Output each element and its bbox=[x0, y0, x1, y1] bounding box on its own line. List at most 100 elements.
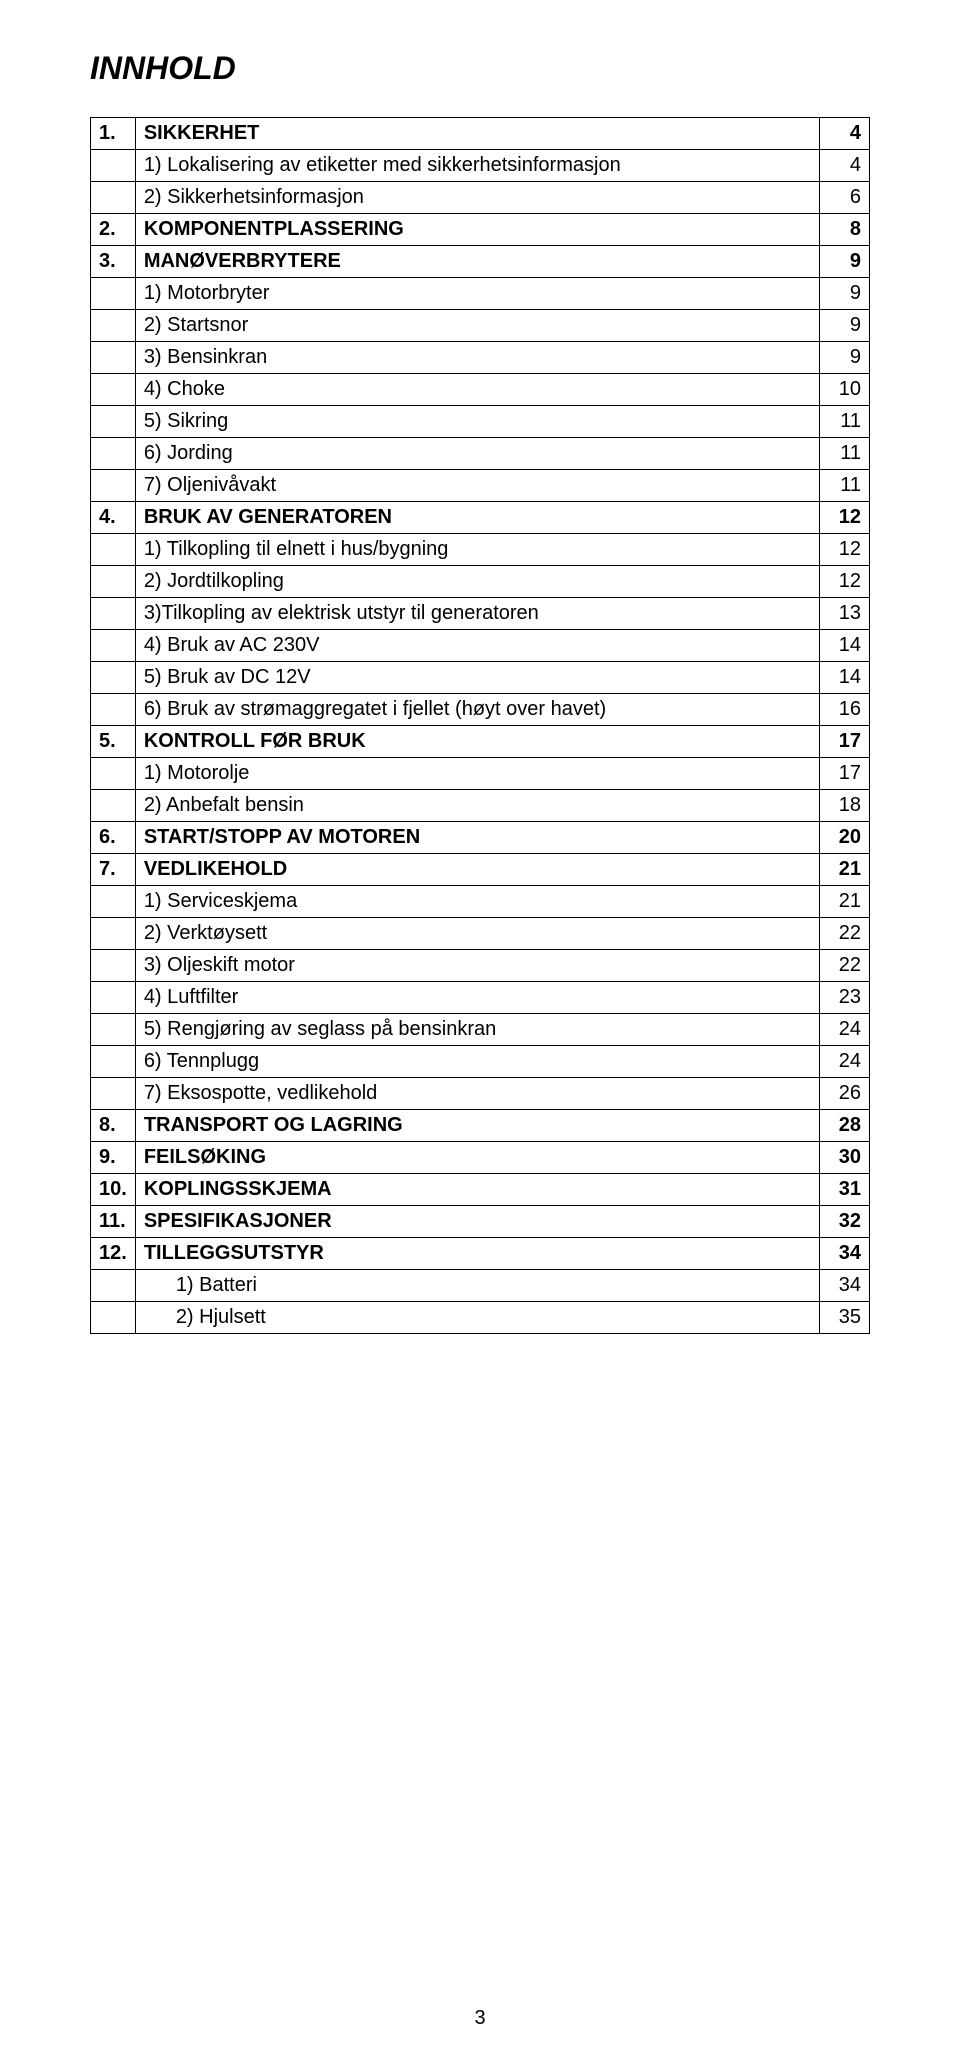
toc-number-cell: 10. bbox=[91, 1174, 136, 1206]
table-row: 2) Anbefalt bensin18 bbox=[91, 790, 870, 822]
toc-number-cell bbox=[91, 566, 136, 598]
toc-number-cell bbox=[91, 630, 136, 662]
toc-title-cell: 1) Tilkopling til elnett i hus/bygning bbox=[135, 534, 819, 566]
table-row: 2) Hjulsett35 bbox=[91, 1302, 870, 1334]
toc-title-cell: MANØVERBRYTERE bbox=[135, 246, 819, 278]
toc-number-cell bbox=[91, 278, 136, 310]
toc-title-cell: 1) Motorbryter bbox=[135, 278, 819, 310]
table-row: 6.START/STOPP AV MOTOREN20 bbox=[91, 822, 870, 854]
table-row: 2) Jordtilkopling12 bbox=[91, 566, 870, 598]
table-row: 6) Bruk av strømaggregatet i fjellet (hø… bbox=[91, 694, 870, 726]
toc-page-cell: 12 bbox=[820, 566, 870, 598]
toc-page-cell: 6 bbox=[820, 182, 870, 214]
toc-number-cell: 5. bbox=[91, 726, 136, 758]
toc-number-cell bbox=[91, 1046, 136, 1078]
table-row: 6) Tennplugg24 bbox=[91, 1046, 870, 1078]
table-row: 4) Choke10 bbox=[91, 374, 870, 406]
toc-title-cell: 2) Startsnor bbox=[135, 310, 819, 342]
toc-page-cell: 18 bbox=[820, 790, 870, 822]
document-page: INNHOLD 1.SIKKERHET41) Lokalisering av e… bbox=[0, 0, 960, 2070]
toc-page-cell: 9 bbox=[820, 310, 870, 342]
toc-number-cell bbox=[91, 534, 136, 566]
toc-page-cell: 16 bbox=[820, 694, 870, 726]
table-row: 1) Motorbryter9 bbox=[91, 278, 870, 310]
table-row: 1) Tilkopling til elnett i hus/bygning12 bbox=[91, 534, 870, 566]
table-row: 1) Lokalisering av etiketter med sikkerh… bbox=[91, 150, 870, 182]
toc-page-cell: 12 bbox=[820, 534, 870, 566]
toc-title-cell: TILLEGGSUTSTYR bbox=[135, 1238, 819, 1270]
toc-title-cell: 1) Serviceskjema bbox=[135, 886, 819, 918]
table-row: 2.KOMPONENTPLASSERING8 bbox=[91, 214, 870, 246]
toc-title-cell: 7) Eksospotte, vedlikehold bbox=[135, 1078, 819, 1110]
toc-page-cell: 21 bbox=[820, 886, 870, 918]
toc-number-cell bbox=[91, 950, 136, 982]
toc-number-cell bbox=[91, 374, 136, 406]
toc-page-cell: 17 bbox=[820, 758, 870, 790]
toc-number-cell: 1. bbox=[91, 118, 136, 150]
toc-title-cell: 6) Bruk av strømaggregatet i fjellet (hø… bbox=[135, 694, 819, 726]
toc-page-cell: 17 bbox=[820, 726, 870, 758]
toc-title-cell: 4) Luftfilter bbox=[135, 982, 819, 1014]
table-row: 10.KOPLINGSSKJEMA31 bbox=[91, 1174, 870, 1206]
toc-title-cell: BRUK AV GENERATOREN bbox=[135, 502, 819, 534]
toc-page-cell: 9 bbox=[820, 342, 870, 374]
table-row: 3.MANØVERBRYTERE9 bbox=[91, 246, 870, 278]
toc-number-cell bbox=[91, 1270, 136, 1302]
table-row: 4.BRUK AV GENERATOREN12 bbox=[91, 502, 870, 534]
toc-page-cell: 11 bbox=[820, 470, 870, 502]
toc-page-cell: 4 bbox=[820, 150, 870, 182]
table-row: 8.TRANSPORT OG LAGRING28 bbox=[91, 1110, 870, 1142]
toc-page-cell: 26 bbox=[820, 1078, 870, 1110]
toc-number-cell bbox=[91, 790, 136, 822]
toc-title-cell: KOPLINGSSKJEMA bbox=[135, 1174, 819, 1206]
toc-title-cell: KOMPONENTPLASSERING bbox=[135, 214, 819, 246]
toc-title-cell: 6) Jording bbox=[135, 438, 819, 470]
table-row: 3)Tilkopling av elektrisk utstyr til gen… bbox=[91, 598, 870, 630]
toc-page-cell: 14 bbox=[820, 662, 870, 694]
toc-page-cell: 14 bbox=[820, 630, 870, 662]
toc-title-cell: 4) Bruk av AC 230V bbox=[135, 630, 819, 662]
toc-page-cell: 12 bbox=[820, 502, 870, 534]
toc-title-cell: 3) Bensinkran bbox=[135, 342, 819, 374]
toc-page-cell: 9 bbox=[820, 246, 870, 278]
toc-page-cell: 24 bbox=[820, 1046, 870, 1078]
table-row: 1) Motorolje17 bbox=[91, 758, 870, 790]
toc-number-cell bbox=[91, 918, 136, 950]
page-number: 3 bbox=[0, 2007, 960, 2030]
toc-number-cell: 2. bbox=[91, 214, 136, 246]
table-row: 11.SPESIFIKASJONER32 bbox=[91, 1206, 870, 1238]
toc-number-cell bbox=[91, 438, 136, 470]
toc-title-cell: 1) Batteri bbox=[135, 1270, 819, 1302]
toc-title-cell: 7) Oljenivåvakt bbox=[135, 470, 819, 502]
toc-page-cell: 22 bbox=[820, 950, 870, 982]
toc-number-cell bbox=[91, 1014, 136, 1046]
toc-title-cell: SPESIFIKASJONER bbox=[135, 1206, 819, 1238]
toc-number-cell: 9. bbox=[91, 1142, 136, 1174]
toc-number-cell bbox=[91, 886, 136, 918]
table-row: 9.FEILSØKING30 bbox=[91, 1142, 870, 1174]
table-of-contents: 1.SIKKERHET41) Lokalisering av etiketter… bbox=[90, 117, 870, 1334]
toc-number-cell bbox=[91, 1302, 136, 1334]
toc-number-cell bbox=[91, 470, 136, 502]
toc-number-cell bbox=[91, 342, 136, 374]
toc-title-cell: 3)Tilkopling av elektrisk utstyr til gen… bbox=[135, 598, 819, 630]
toc-page-cell: 31 bbox=[820, 1174, 870, 1206]
toc-number-cell: 8. bbox=[91, 1110, 136, 1142]
toc-page-cell: 21 bbox=[820, 854, 870, 886]
table-row: 3) Bensinkran9 bbox=[91, 342, 870, 374]
toc-title-cell: VEDLIKEHOLD bbox=[135, 854, 819, 886]
toc-page-cell: 13 bbox=[820, 598, 870, 630]
toc-title-cell: 2) Hjulsett bbox=[135, 1302, 819, 1334]
toc-page-cell: 35 bbox=[820, 1302, 870, 1334]
toc-number-cell bbox=[91, 150, 136, 182]
toc-page-cell: 34 bbox=[820, 1270, 870, 1302]
toc-title-cell: FEILSØKING bbox=[135, 1142, 819, 1174]
table-row: 1.SIKKERHET4 bbox=[91, 118, 870, 150]
toc-page-cell: 8 bbox=[820, 214, 870, 246]
table-row: 12.TILLEGGSUTSTYR34 bbox=[91, 1238, 870, 1270]
toc-title-cell: 1) Lokalisering av etiketter med sikkerh… bbox=[135, 150, 819, 182]
toc-page-cell: 23 bbox=[820, 982, 870, 1014]
table-row: 4) Luftfilter23 bbox=[91, 982, 870, 1014]
table-row: 7.VEDLIKEHOLD21 bbox=[91, 854, 870, 886]
table-row: 5.KONTROLL FØR BRUK17 bbox=[91, 726, 870, 758]
